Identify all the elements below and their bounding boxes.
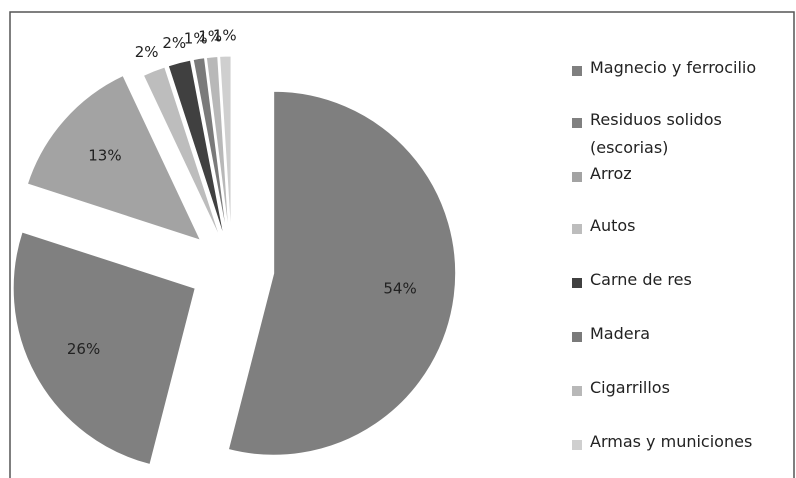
legend-label: Cigarrillos bbox=[590, 378, 670, 397]
pie-slice bbox=[205, 55, 230, 239]
legend-swatch bbox=[572, 224, 582, 234]
data-label: 13% bbox=[88, 146, 121, 164]
legend-item: Residuos solidos (escorias) bbox=[572, 110, 770, 162]
legend-label: Residuos solidos (escorias) bbox=[590, 110, 722, 157]
legend-swatch bbox=[572, 118, 582, 128]
legend-item: Arroz bbox=[572, 164, 770, 188]
data-label: 1% bbox=[184, 29, 208, 47]
pie-slice bbox=[219, 55, 232, 239]
legend-swatch bbox=[572, 278, 582, 288]
legend-label: Armas y municiones bbox=[590, 432, 753, 451]
pie-slice bbox=[12, 231, 196, 466]
legend-label: Madera bbox=[590, 324, 650, 343]
legend-label: Arroz bbox=[590, 164, 632, 183]
data-label: 1% bbox=[213, 27, 237, 45]
legend-swatch bbox=[572, 332, 582, 342]
pie-slice bbox=[142, 66, 222, 241]
legend-item: Cigarrillos bbox=[572, 378, 770, 402]
data-label: 54% bbox=[383, 280, 416, 298]
data-label: 2% bbox=[162, 34, 186, 52]
legend-label: Magnecio y ferrocilio bbox=[590, 58, 757, 77]
legend-label: Autos bbox=[590, 216, 636, 235]
legend-swatch bbox=[572, 386, 582, 396]
legend-item: Madera bbox=[572, 324, 770, 348]
legend-item: Armas y municiones bbox=[572, 432, 770, 456]
legend-swatch bbox=[572, 440, 582, 450]
pie-slice bbox=[227, 90, 457, 456]
legend-swatch bbox=[572, 66, 582, 76]
legend-item: Magnecio y ferrocilio bbox=[572, 58, 770, 82]
legend-label: Carne de res bbox=[590, 270, 692, 289]
legend-item: Autos bbox=[572, 216, 770, 240]
pie-slice bbox=[192, 57, 228, 239]
legend-item: Carne de res bbox=[572, 270, 770, 294]
data-label: 2% bbox=[135, 43, 159, 61]
legend-swatch bbox=[572, 172, 582, 182]
pie-slice bbox=[26, 74, 202, 242]
data-label: 26% bbox=[67, 340, 100, 358]
data-label: 1% bbox=[198, 28, 222, 46]
frame bbox=[9, 11, 795, 478]
pie-slice bbox=[167, 59, 226, 240]
